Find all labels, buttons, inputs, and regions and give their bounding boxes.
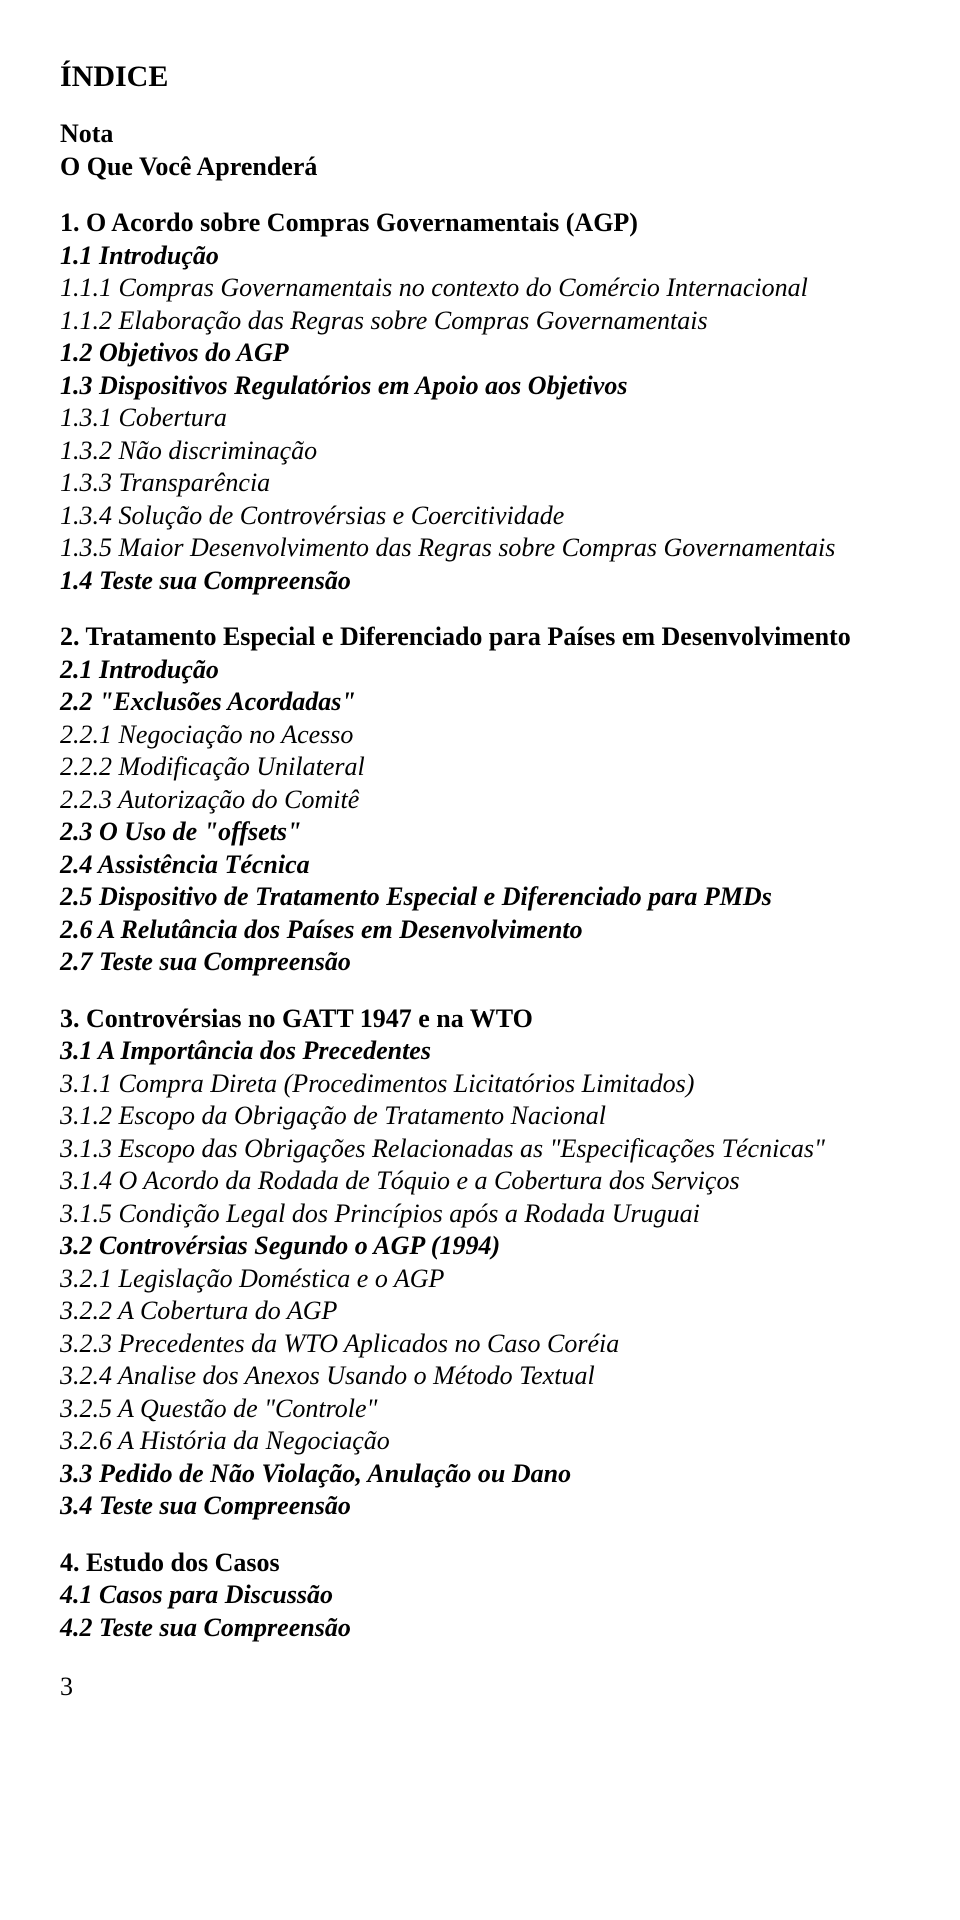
s1-item-1-3-5: 1.3.5 Maior Desenvolvimento das Regras s…	[60, 532, 900, 565]
section-1: 1. O Acordo sobre Compras Governamentais…	[60, 207, 900, 597]
s1-item-1-3-1: 1.3.1 Cobertura	[60, 402, 900, 435]
s1-item-1-1: 1.1 Introdução	[60, 240, 900, 273]
s1-item-1-3: 1.3 Dispositivos Regulatórios em Apoio a…	[60, 370, 900, 403]
s3-item-3-1-1: 3.1.1 Compra Direta (Procedimentos Licit…	[60, 1068, 900, 1101]
s3-item-3-2-3: 3.2.3 Precedentes da WTO Aplicados no Ca…	[60, 1328, 900, 1361]
s3-item-3-3: 3.3 Pedido de Não Violação, Anulação ou …	[60, 1458, 900, 1491]
s3-item-3-1: 3.1 A Importância dos Precedentes	[60, 1035, 900, 1068]
section-4: 4. Estudo dos Casos 4.1 Casos para Discu…	[60, 1547, 900, 1645]
s3-item-3-2-5: 3.2.5 A Questão de "Controle"	[60, 1393, 900, 1426]
s1-item-1-1-1: 1.1.1 Compras Governamentais no contexto…	[60, 272, 900, 305]
s3-item-3-1-2: 3.1.2 Escopo da Obrigação de Tratamento …	[60, 1100, 900, 1133]
s2-item-2-2: 2.2 "Exclusões Acordadas"	[60, 686, 900, 719]
s3-item-3-4: 3.4 Teste sua Compreensão	[60, 1490, 900, 1523]
s3-item-3-2-1: 3.2.1 Legislação Doméstica e o AGP	[60, 1263, 900, 1296]
s3-item-3-2-6: 3.2.6 A História da Negociação	[60, 1425, 900, 1458]
intro-nota: Nota	[60, 118, 900, 151]
section-2: 2. Tratamento Especial e Diferenciado pa…	[60, 621, 900, 979]
s3-item-3-2-2: 3.2.2 A Cobertura do AGP	[60, 1295, 900, 1328]
s4-item-4-1: 4.1 Casos para Discussão	[60, 1579, 900, 1612]
s2-item-2-2-2: 2.2.2 Modificação Unilateral	[60, 751, 900, 784]
s1-item-1-3-3: 1.3.3 Transparência	[60, 467, 900, 500]
s2-item-2-1: 2.1 Introdução	[60, 654, 900, 687]
s4-item-4-2: 4.2 Teste sua Compreensão	[60, 1612, 900, 1645]
s3-item-3-1-3: 3.1.3 Escopo das Obrigações Relacionadas…	[60, 1133, 900, 1166]
s2-item-2-7: 2.7 Teste sua Compreensão	[60, 946, 900, 979]
s3-item-3-2: 3.2 Controvérsias Segundo o AGP (1994)	[60, 1230, 900, 1263]
page-title: ÍNDICE	[60, 60, 900, 94]
s2-item-2-2-1: 2.2.1 Negociação no Acesso	[60, 719, 900, 752]
section-3: 3. Controvérsias no GATT 1947 e na WTO 3…	[60, 1003, 900, 1523]
s4-heading: 4. Estudo dos Casos	[60, 1547, 900, 1580]
s1-item-1-3-2: 1.3.2 Não discriminação	[60, 435, 900, 468]
s1-item-1-1-2: 1.1.2 Elaboração das Regras sobre Compra…	[60, 305, 900, 338]
s3-item-3-1-4: 3.1.4 O Acordo da Rodada de Tóquio e a C…	[60, 1165, 900, 1198]
s1-item-1-4: 1.4 Teste sua Compreensão	[60, 565, 900, 598]
s2-heading: 2. Tratamento Especial e Diferenciado pa…	[60, 621, 900, 654]
s2-item-2-2-3: 2.2.3 Autorização do Comitê	[60, 784, 900, 817]
intro-aprendera: O Que Você Aprenderá	[60, 151, 900, 184]
s1-heading: 1. O Acordo sobre Compras Governamentais…	[60, 207, 900, 240]
s2-item-2-5: 2.5 Dispositivo de Tratamento Especial e…	[60, 881, 900, 914]
intro-block: Nota O Que Você Aprenderá	[60, 118, 900, 183]
s3-heading: 3. Controvérsias no GATT 1947 e na WTO	[60, 1003, 900, 1036]
s3-item-3-2-4: 3.2.4 Analise dos Anexos Usando o Método…	[60, 1360, 900, 1393]
s1-item-1-3-4: 1.3.4 Solução de Controvérsias e Coercit…	[60, 500, 900, 533]
s2-item-2-3: 2.3 O Uso de "offsets"	[60, 816, 900, 849]
s2-item-2-6: 2.6 A Relutância dos Países em Desenvolv…	[60, 914, 900, 947]
s3-item-3-1-5: 3.1.5 Condição Legal dos Princípios após…	[60, 1198, 900, 1231]
s2-item-2-4: 2.4 Assistência Técnica	[60, 849, 900, 882]
page-number: 3	[60, 1672, 900, 1702]
s1-item-1-2: 1.2 Objetivos do AGP	[60, 337, 900, 370]
